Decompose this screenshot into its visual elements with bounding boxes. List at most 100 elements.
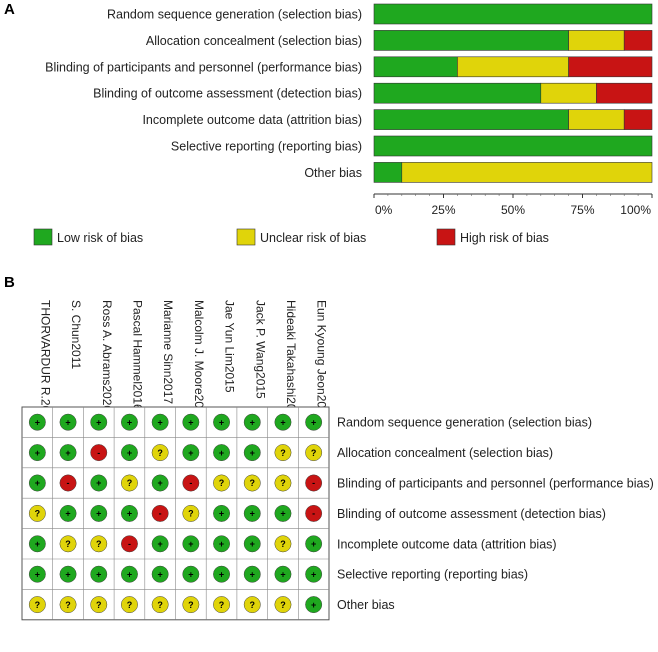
study-name: Hideaki Takahashi2014 (284, 300, 298, 424)
judgement-dot-unclear (28, 504, 46, 522)
judgement-symbol: + (250, 539, 255, 549)
judgement-symbol: ? (157, 448, 163, 458)
judgement-symbol: ? (35, 509, 41, 519)
legend-swatch-low (33, 228, 53, 246)
judgement-symbol: + (250, 417, 255, 427)
study-name: Jack P. Wang2015 (253, 300, 267, 399)
domain-label: Blinding of participants and personnel (… (337, 477, 654, 491)
judgement-symbol: ? (280, 478, 286, 488)
judgement-dot-high (121, 535, 138, 553)
bar-segment-unclear (568, 109, 625, 130)
judgement-symbol: ? (188, 509, 194, 519)
judgement-symbol: + (311, 539, 316, 549)
judgement-symbol: + (188, 539, 193, 549)
bar-segment-unclear (457, 56, 569, 78)
bar-segment-high (623, 109, 653, 130)
bar-category-label: Blinding of participants and personnel (… (45, 60, 362, 74)
judgement-symbol: - (312, 509, 315, 519)
judgement-symbol: + (158, 569, 163, 579)
study-name: THORVARDUR R.2019 (38, 300, 52, 426)
judgement-dot-low (90, 565, 108, 583)
judgement-symbol: + (219, 539, 224, 549)
legend-swatch-high (436, 228, 456, 246)
judgement-symbol: ? (127, 478, 133, 488)
judgement-dot-low (151, 565, 169, 583)
judgement-symbol: - (97, 448, 100, 458)
judgement-symbol: ? (127, 600, 133, 610)
judgement-dot-low (59, 504, 77, 522)
judgement-symbol: + (158, 417, 163, 427)
judgement-dot-unclear (121, 474, 138, 492)
bar-segment-low (373, 82, 542, 104)
judgement-symbol: + (35, 448, 40, 458)
judgement-dot-unclear (274, 535, 292, 553)
judgement-dot-unclear (243, 596, 261, 614)
judgement-symbol: + (250, 448, 255, 458)
judgement-symbol: + (35, 539, 40, 549)
judgement-dot-high (59, 474, 77, 492)
judgement-symbol: + (96, 509, 101, 519)
bar-category-label: Blinding of outcome assessment (detectio… (93, 87, 362, 101)
judgement-dot-unclear (274, 596, 292, 614)
bar-segment-high (596, 82, 653, 104)
x-tick-label: 100% (620, 203, 651, 217)
judgement-dot-low (243, 413, 261, 431)
judgement-dot-high (182, 474, 200, 492)
x-tick-label: 50% (501, 203, 525, 217)
bar-category-label: Allocation concealment (selection bias) (146, 34, 362, 48)
legend-label: Low risk of bias (57, 231, 143, 245)
judgement-dot-low (28, 413, 46, 431)
judgement-symbol: ? (96, 539, 102, 549)
judgement-dot-low (121, 444, 138, 462)
study-name: Marianne Sinn2017 (161, 300, 175, 404)
judgement-symbol: + (311, 417, 316, 427)
judgement-dot-low (243, 535, 261, 553)
bar-category-label: Selective reporting (reporting bias) (171, 140, 362, 154)
judgement-dot-low (121, 565, 138, 583)
judgement-symbol: + (65, 509, 70, 519)
study-name: Pascal Hammel2016 (130, 300, 144, 411)
judgement-symbol: + (219, 569, 224, 579)
judgement-symbol: + (280, 509, 285, 519)
bar-segment-high (623, 30, 653, 51)
judgement-symbol: ? (311, 448, 317, 458)
judgement-dot-high (90, 444, 108, 462)
judgement-dot-high (305, 474, 323, 492)
judgement-dot-unclear (59, 596, 77, 614)
judgement-dot-low (305, 596, 323, 614)
judgement-dot-low (213, 535, 231, 553)
judgement-dot-low (182, 565, 200, 583)
judgement-dot-low (213, 444, 231, 462)
judgement-symbol: + (35, 417, 40, 427)
bar-segment-low (373, 56, 458, 78)
judgement-symbol: + (311, 569, 316, 579)
bar-segment-low (373, 135, 653, 157)
judgement-dot-low (213, 413, 231, 431)
judgement-dot-unclear (213, 596, 231, 614)
judgement-dot-low (274, 504, 292, 522)
judgement-dot-low (182, 413, 200, 431)
judgement-symbol: ? (219, 478, 225, 488)
judgement-dot-low (59, 565, 77, 583)
judgement-symbol: - (312, 478, 315, 488)
judgement-dot-high (151, 504, 169, 522)
judgement-symbol: + (280, 569, 285, 579)
judgement-dot-low (243, 504, 261, 522)
judgement-dot-low (182, 444, 200, 462)
judgement-dot-low (28, 474, 46, 492)
study-name: Malcolm J. Moore2007 (192, 300, 206, 422)
judgement-symbol: + (219, 509, 224, 519)
bar-category-label: Random sequence generation (selection bi… (107, 8, 362, 22)
panel-label-b: B (4, 274, 15, 291)
judgement-dot-low (182, 535, 200, 553)
judgement-symbol: + (96, 569, 101, 579)
judgement-dot-low (213, 504, 231, 522)
judgement-symbol: + (311, 600, 316, 610)
domain-label: Blinding of outcome assessment (detectio… (337, 507, 606, 521)
judgement-dot-low (28, 444, 46, 462)
bar-segment-unclear (568, 30, 625, 51)
x-tick-label: 75% (570, 203, 594, 217)
bar-segment-low (373, 30, 569, 51)
judgement-dot-low (151, 535, 169, 553)
judgement-symbol: + (188, 417, 193, 427)
